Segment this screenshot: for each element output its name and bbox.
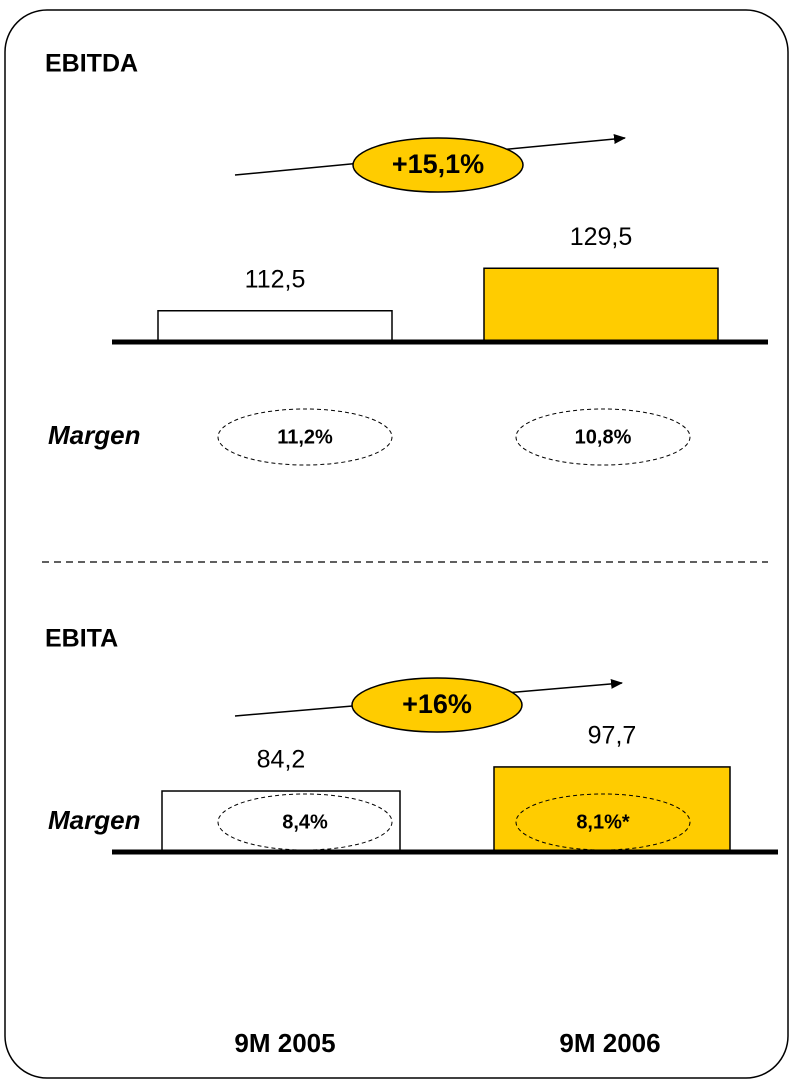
value-label: 84,2 <box>257 746 306 774</box>
value-label: 112,5 <box>245 265 306 293</box>
bar <box>161 790 401 853</box>
growth-badge <box>351 677 523 733</box>
value-label: 97,7 <box>588 722 637 750</box>
margin-title: Margen <box>48 420 140 450</box>
growth-label: +15,1% <box>392 149 484 179</box>
chart-title: EBITDA <box>45 50 138 78</box>
margin-title: Margen <box>48 805 140 835</box>
margin-ellipse <box>515 793 691 851</box>
margin-ellipse <box>217 408 393 466</box>
value-label: 129,5 <box>570 223 633 251</box>
category-label: 9M 2005 <box>234 1028 335 1058</box>
margin-value: 8,4% <box>282 811 328 833</box>
margin-value: 8,1%* <box>576 811 630 833</box>
bar <box>493 766 731 853</box>
margin-value: 10,8% <box>575 426 632 448</box>
chart-title: EBITA <box>45 625 118 653</box>
growth-badge <box>352 137 524 193</box>
growth-label: +16% <box>402 689 472 719</box>
margin-ellipse <box>217 793 393 851</box>
bar <box>483 267 719 343</box>
margin-ellipse <box>515 408 691 466</box>
bar <box>157 310 393 343</box>
margin-value: 11,2% <box>277 426 333 448</box>
category-label: 9M 2006 <box>559 1028 660 1058</box>
